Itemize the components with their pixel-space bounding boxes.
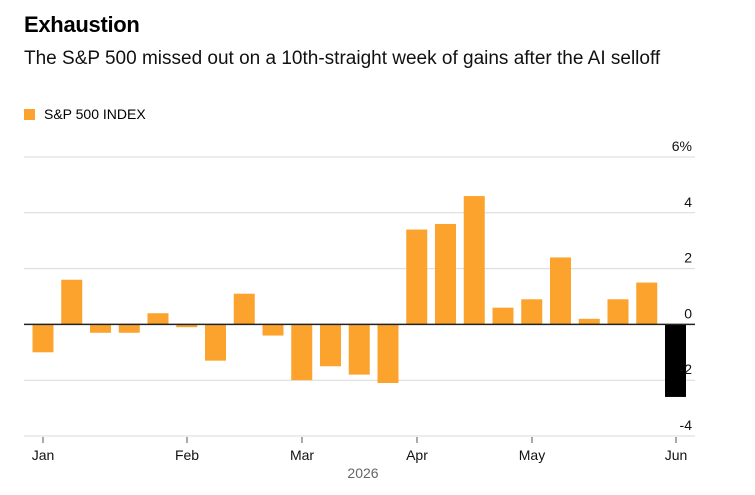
bar	[320, 324, 341, 367]
y-tick-label: 0	[684, 305, 692, 321]
bar	[636, 282, 658, 325]
x-tick-label: Apr	[406, 447, 428, 463]
grid-lines	[24, 156, 695, 437]
x-tick-label: Jan	[32, 447, 55, 463]
bar	[61, 279, 83, 325]
bar	[521, 299, 543, 325]
y-tick-label: -2	[680, 361, 693, 377]
bar	[406, 229, 428, 325]
y-tick-label: 6%	[672, 138, 692, 154]
bar	[550, 257, 571, 325]
bar	[348, 324, 370, 375]
y-tick-label: -4	[680, 417, 693, 433]
bar	[118, 324, 140, 333]
y-tick-label: 2	[684, 250, 692, 266]
bar	[492, 307, 514, 325]
legend-label: S&P 500 INDEX	[44, 106, 146, 122]
bar	[463, 196, 485, 325]
x-tick-label: Mar	[290, 447, 314, 463]
bars-group	[32, 196, 686, 397]
bar	[32, 324, 54, 353]
bar	[291, 324, 313, 381]
chart-title: Exhaustion	[24, 12, 140, 37]
bar	[435, 223, 456, 325]
bar	[147, 313, 169, 325]
x-axis-label: 2026	[347, 465, 378, 481]
bar	[262, 324, 284, 336]
legend: S&P 500 INDEX	[24, 106, 146, 122]
y-axis-labels: 6% 4 2 0 -2 -4	[672, 138, 692, 433]
x-axis: Jan Feb Mar Apr May Jun 2026	[32, 437, 688, 481]
bar	[578, 318, 600, 325]
bar	[176, 324, 198, 328]
x-tick-label: Feb	[175, 447, 199, 463]
y-tick-label: 4	[684, 194, 692, 210]
bar	[665, 324, 686, 397]
bar	[233, 293, 255, 325]
legend-swatch	[24, 108, 35, 120]
bar	[90, 324, 111, 333]
x-tick-label: Jun	[665, 447, 688, 463]
bar	[607, 299, 629, 325]
bar	[205, 324, 226, 361]
bar	[377, 324, 399, 383]
x-tick-label: May	[519, 447, 545, 463]
chart-subtitle: The S&P 500 missed out on a 10th-straigh…	[24, 48, 661, 69]
